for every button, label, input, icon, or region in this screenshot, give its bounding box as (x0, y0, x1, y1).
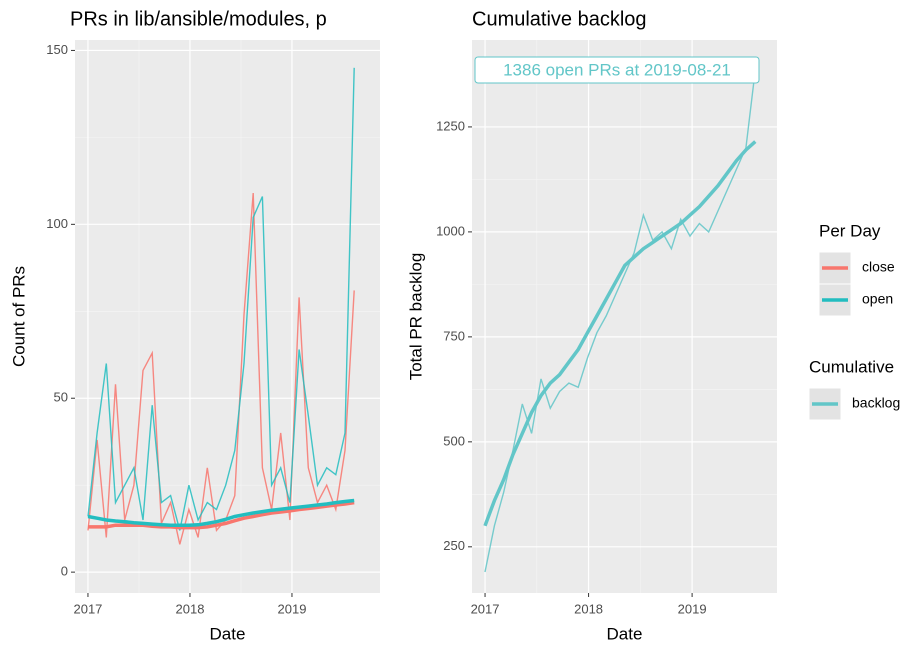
y-tick-label: 150 (46, 42, 68, 57)
data-line (484, 69, 756, 573)
plot-background (75, 40, 380, 593)
y-tick-label: 50 (54, 390, 68, 405)
y-tick-label: 250 (443, 538, 465, 553)
right-panel: 250 500 750 1000 1250 2017 2018 2019 Cumulative … (406, 8, 777, 643)
annotation-box (474, 56, 760, 84)
x-axis-label: Date (607, 624, 643, 643)
chart-title: Cumulative backlog (472, 8, 647, 30)
y-tick-label: 0 (61, 564, 68, 579)
left-panel: 0 50 100 150 2017 2018 2019 PRs in lib/ansible/… (9, 8, 380, 643)
y-axis-label: Count of PRs (9, 266, 28, 367)
x-axis-label: Date (210, 624, 246, 643)
x-tick-label: 2019 (278, 601, 307, 616)
x-tick-label: 2018 (176, 601, 205, 616)
legend-label: open (862, 291, 893, 307)
y-tick-label: 750 (443, 328, 465, 343)
y-tick-label: 1250 (436, 118, 465, 133)
x-tick-label: 2017 (73, 601, 102, 616)
chart-title: PRs in lib/ansible/modules, p (70, 8, 327, 30)
smooth-line (87, 498, 355, 527)
y-axis-label: Total PR backlog (406, 253, 425, 381)
legend-label: backlog (852, 395, 900, 411)
x-tick-label: 2018 (574, 601, 603, 616)
annotation: 1386 open PRs at 2019-08-21 (503, 60, 731, 79)
legend-label: close (862, 259, 895, 275)
data-line (87, 67, 355, 531)
y-tick-label: 100 (46, 216, 68, 231)
x-tick-label: 2019 (678, 601, 707, 616)
smooth-line (483, 140, 757, 527)
legend-title: Cumulative (809, 357, 894, 376)
legend-title: Per Day (819, 221, 881, 240)
y-tick-label: 500 (443, 433, 465, 448)
x-tick-label: 2017 (471, 601, 500, 616)
plot-background (472, 40, 777, 593)
legend: Per Day close open Cumulative backlog (808, 221, 900, 421)
y-tick-label: 1000 (436, 223, 465, 238)
smooth-line (88, 500, 355, 530)
